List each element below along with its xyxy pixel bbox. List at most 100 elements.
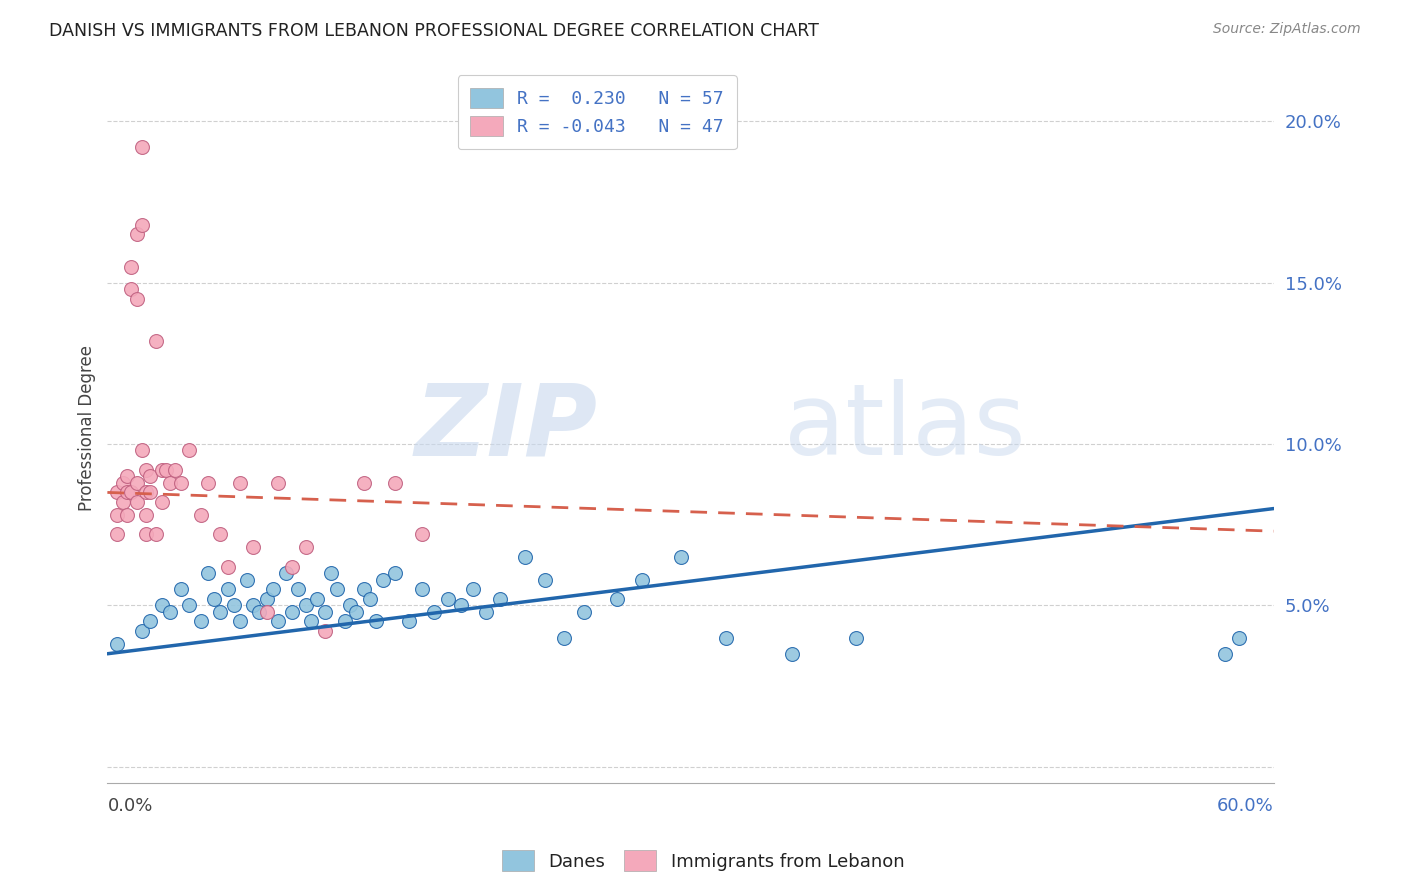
Point: [159, 475, 181, 490]
Point: [228, 475, 250, 490]
Point: [423, 605, 446, 619]
Point: [339, 599, 361, 613]
Point: [135, 463, 157, 477]
Point: [105, 527, 128, 541]
Point: [105, 508, 128, 522]
Point: [115, 508, 138, 522]
Point: [125, 475, 148, 490]
Legend: Danes, Immigrants from Lebanon: Danes, Immigrants from Lebanon: [495, 843, 911, 879]
Text: atlas: atlas: [783, 379, 1025, 476]
Point: [314, 605, 336, 619]
Point: [115, 485, 138, 500]
Point: [714, 631, 737, 645]
Text: 60.0%: 60.0%: [1218, 797, 1274, 815]
Point: [333, 615, 356, 629]
Point: [222, 599, 245, 613]
Point: [572, 605, 595, 619]
Point: [111, 475, 134, 490]
Point: [475, 605, 498, 619]
Point: [247, 605, 270, 619]
Point: [170, 582, 193, 597]
Point: [125, 495, 148, 509]
Point: [228, 615, 250, 629]
Point: [307, 591, 329, 606]
Point: [553, 631, 575, 645]
Point: [845, 631, 868, 645]
Point: [202, 591, 225, 606]
Point: [267, 475, 290, 490]
Point: [344, 605, 367, 619]
Point: [242, 599, 264, 613]
Point: [159, 605, 181, 619]
Point: [131, 443, 153, 458]
Point: [120, 282, 142, 296]
Point: [139, 615, 162, 629]
Point: [155, 463, 177, 477]
Point: [294, 541, 316, 555]
Point: [411, 527, 433, 541]
Text: 0.0%: 0.0%: [107, 797, 153, 815]
Point: [131, 624, 153, 639]
Point: [120, 485, 142, 500]
Point: [294, 599, 316, 613]
Point: [287, 582, 309, 597]
Point: [139, 485, 162, 500]
Point: [780, 647, 803, 661]
Point: [319, 566, 342, 580]
Point: [105, 637, 128, 651]
Point: [135, 508, 157, 522]
Point: [217, 559, 239, 574]
Point: [131, 140, 153, 154]
Point: [209, 527, 232, 541]
Point: [165, 463, 187, 477]
Point: [125, 227, 148, 242]
Point: [398, 615, 420, 629]
Point: [631, 573, 654, 587]
Point: [669, 549, 692, 564]
Point: [276, 566, 298, 580]
Text: ZIP: ZIP: [415, 379, 598, 476]
Point: [170, 475, 193, 490]
Point: [384, 475, 406, 490]
Point: [326, 582, 349, 597]
Point: [411, 582, 433, 597]
Point: [145, 334, 167, 348]
Point: [267, 615, 290, 629]
Point: [217, 582, 239, 597]
Point: [150, 495, 173, 509]
Point: [364, 615, 387, 629]
Text: DANISH VS IMMIGRANTS FROM LEBANON PROFESSIONAL DEGREE CORRELATION CHART: DANISH VS IMMIGRANTS FROM LEBANON PROFES…: [49, 22, 820, 40]
Point: [177, 443, 200, 458]
Y-axis label: Professional Degree: Professional Degree: [79, 345, 96, 511]
Point: [111, 495, 134, 509]
Point: [384, 566, 406, 580]
Point: [450, 599, 472, 613]
Point: [177, 599, 200, 613]
Point: [256, 605, 278, 619]
Point: [1213, 647, 1236, 661]
Point: [125, 292, 148, 306]
Point: [209, 605, 232, 619]
Point: [281, 559, 304, 574]
Point: [135, 527, 157, 541]
Point: [606, 591, 628, 606]
Point: [190, 615, 212, 629]
Point: [139, 469, 162, 483]
Point: [236, 573, 259, 587]
Point: [359, 591, 381, 606]
Point: [436, 591, 458, 606]
Point: [120, 260, 142, 274]
Legend: R =  0.230   N = 57, R = -0.043   N = 47: R = 0.230 N = 57, R = -0.043 N = 47: [458, 75, 737, 149]
Point: [150, 463, 173, 477]
Point: [256, 591, 278, 606]
Point: [533, 573, 555, 587]
Point: [145, 527, 167, 541]
Point: [281, 605, 304, 619]
Point: [242, 541, 264, 555]
Point: [314, 624, 336, 639]
Point: [353, 475, 375, 490]
Point: [115, 469, 138, 483]
Point: [197, 566, 219, 580]
Point: [105, 485, 128, 500]
Point: [150, 599, 173, 613]
